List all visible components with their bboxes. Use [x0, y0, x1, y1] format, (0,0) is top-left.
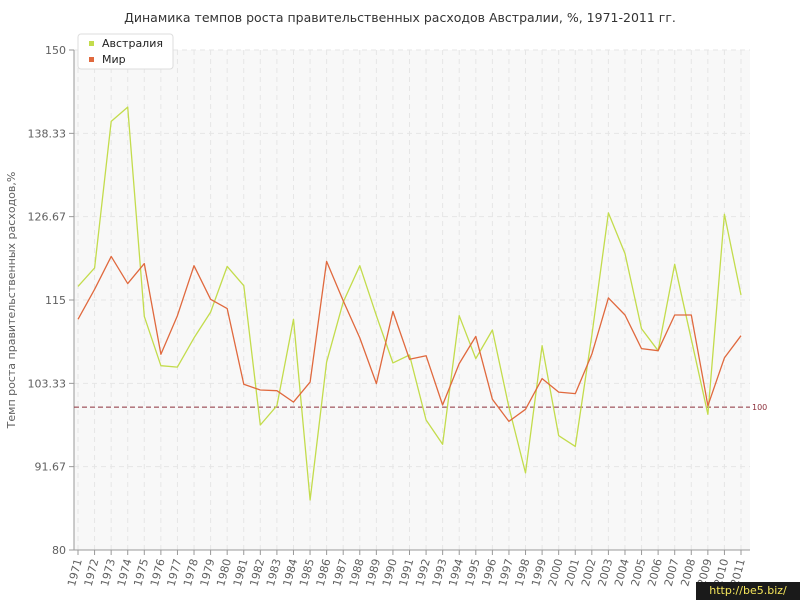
legend-box	[77, 33, 174, 70]
y-tick-label: 103.33	[28, 377, 67, 390]
y-tick-label: 126.67	[28, 211, 67, 224]
series-line-australia[interactable]	[77, 106, 742, 501]
y-tick-label: 115	[45, 294, 66, 307]
legend-label-world[interactable]: Мир	[102, 53, 126, 66]
x-ticks: 1971197219731974197519761977197819791980…	[65, 557, 748, 587]
y-ticks: 80 91.67 103.33 115 126.67 138.33 150	[28, 44, 67, 557]
reference-line: 100	[74, 403, 767, 412]
series-line-world[interactable]	[77, 255, 742, 423]
y-tick-label: 91.67	[35, 461, 67, 474]
y-axis-label: Темп роста правительственных расходов,%	[5, 172, 18, 430]
y-tick-label: 150	[45, 44, 66, 57]
axes	[69, 49, 750, 555]
legend-label-australia[interactable]: Австралия	[102, 37, 163, 50]
chart-title: Динамика темпов роста правительственных …	[124, 10, 676, 25]
y-tick-label: 138.33	[28, 127, 67, 140]
watermark-link[interactable]: http://be5.biz/	[696, 582, 800, 600]
y-tick-label: 80	[52, 544, 66, 557]
legend-swatch-world	[89, 57, 94, 62]
legend[interactable]: Австралия Мир	[77, 33, 174, 70]
reference-line-label: 100	[752, 403, 767, 412]
series-group	[77, 106, 742, 501]
legend-swatch-australia	[89, 41, 94, 46]
